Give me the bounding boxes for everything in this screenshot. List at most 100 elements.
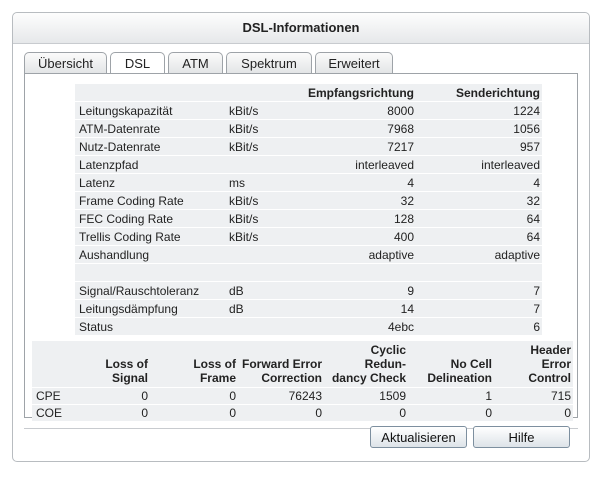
- error-column-header-line1: Cyclic Redun-: [364, 343, 406, 371]
- dsl-row-upstream: 6: [416, 317, 542, 336]
- tab-atm[interactable]: ATM: [168, 52, 223, 73]
- error-column-header-line2: Correction: [261, 371, 322, 385]
- dsl-row-label: Trellis Coding Rate: [75, 227, 225, 246]
- dsl-header-row: Empfangsrichtung Senderichtung: [75, 84, 542, 102]
- dsl-row-label: Aushandlung: [75, 245, 225, 264]
- error-column-header-line2: dancy Check: [331, 371, 406, 385]
- dsl-row-downstream: adaptive: [285, 245, 416, 264]
- error-column-header: Forward Error Correction: [238, 341, 324, 388]
- dsl-row-label: Signal/Rauschtoleranz: [75, 281, 225, 300]
- dsl-row-label: Frame Coding Rate: [75, 191, 225, 210]
- dsl-row-label: Latenzpfad: [75, 155, 225, 174]
- dsl-row-unit: dB: [225, 299, 285, 318]
- dsl-row: Frame Coding Rate kBit/s 32 32: [75, 191, 542, 210]
- dsl-row-unit: [225, 245, 285, 264]
- error-column-header: Header Error Control: [494, 341, 573, 388]
- error-column-header: Loss of Frame: [150, 341, 238, 388]
- dsl-row-upstream: interleaved: [416, 155, 542, 174]
- error-count: 1509: [324, 387, 408, 405]
- error-column-header-line1: Loss of: [105, 357, 148, 371]
- error-column-header-line1: Forward Error: [242, 357, 323, 371]
- error-count: 76243: [238, 387, 324, 405]
- dsl-row-upstream: 957: [416, 137, 542, 156]
- dsl-row-upstream: 1056: [416, 119, 542, 138]
- dsl-row: Leitungsdämpfung dB 14 7: [75, 299, 542, 318]
- panel-divider: [24, 428, 578, 429]
- error-column-header-line1: Header Error: [530, 343, 571, 371]
- dsl-row: Signal/Rauschtoleranz dB 9 7: [75, 281, 542, 300]
- error-count: 1: [408, 387, 494, 405]
- error-column-header: Cyclic Redun-dancy Check: [324, 341, 408, 388]
- error-row-label: CPE: [32, 387, 70, 405]
- dsl-row-label: Leitungsdämpfung: [75, 299, 225, 318]
- dsl-row: Status 4ebc 6: [75, 317, 542, 336]
- upstream-header: Senderichtung: [416, 84, 542, 102]
- dsl-row: Trellis Coding Rate kBit/s 400 64: [75, 227, 542, 246]
- dsl-row-label: [75, 263, 225, 282]
- dsl-row-downstream: 7217: [285, 137, 416, 156]
- dsl-row: Nutz-Datenrate kBit/s 7217 957: [75, 137, 542, 156]
- dsl-row-upstream: 1224: [416, 101, 542, 120]
- dsl-row-unit: kBit/s: [225, 191, 285, 210]
- dsl-row-unit: dB: [225, 281, 285, 300]
- error-row-coe: COE 0 0 0 0 0 0: [32, 404, 573, 421]
- error-row-label: COE: [32, 404, 70, 421]
- error-row-cpe: CPE 0 0 76243 1509 1 715: [32, 387, 573, 405]
- dsl-row-upstream: 64: [416, 227, 542, 246]
- dsl-row-upstream: 64: [416, 209, 542, 228]
- tab-erweitert[interactable]: Erweitert: [315, 52, 393, 73]
- dsl-row-label: ATM-Datenrate: [75, 119, 225, 138]
- dsl-row-label: FEC Coding Rate: [75, 209, 225, 228]
- error-count: 0: [150, 387, 238, 405]
- error-counters-table: Loss of Signal Loss of Frame Forward Error Co…: [32, 341, 573, 421]
- dsl-row-downstream: 128: [285, 209, 416, 228]
- dsl-row-upstream: 4: [416, 173, 542, 192]
- error-header-row: Loss of Signal Loss of Frame Forward Error Co…: [32, 341, 573, 388]
- dsl-row: Latenz ms 4 4: [75, 173, 542, 192]
- dsl-row-downstream: 4: [285, 173, 416, 192]
- dsl-row: Latenzpfad interleaved interleaved: [75, 155, 542, 174]
- dsl-row-upstream: 32: [416, 191, 542, 210]
- dsl-row-label: Nutz-Datenrate: [75, 137, 225, 156]
- error-column-header-line1: Loss of: [193, 357, 236, 371]
- dsl-row-label: Leitungskapazität: [75, 101, 225, 120]
- dsl-row-unit: kBit/s: [225, 101, 285, 120]
- dsl-row: Aushandlung adaptive adaptive: [75, 245, 542, 264]
- help-button[interactable]: Hilfe: [473, 426, 570, 448]
- dsl-row-upstream: adaptive: [416, 245, 542, 264]
- error-column-header-line2: Frame: [199, 371, 236, 385]
- error-count: 0: [408, 404, 494, 421]
- refresh-button[interactable]: Aktualisieren: [370, 426, 467, 448]
- error-count: 715: [494, 387, 573, 405]
- error-count: 0: [324, 404, 408, 421]
- error-count: 0: [150, 404, 238, 421]
- error-count: 0: [494, 404, 573, 421]
- error-column-header-line2: Control: [528, 371, 571, 385]
- dsl-row-downstream: 9: [285, 281, 416, 300]
- dsl-row-downstream: [285, 263, 416, 282]
- dsl-row: ATM-Datenrate kBit/s 7968 1056: [75, 119, 542, 138]
- dsl-row-downstream: 14: [285, 299, 416, 318]
- downstream-header: Empfangsrichtung: [285, 84, 416, 102]
- dsl-row-unit: kBit/s: [225, 137, 285, 156]
- dsl-row-downstream: 8000: [285, 101, 416, 120]
- error-count: 0: [70, 387, 150, 405]
- tab-dsl[interactable]: DSL: [110, 52, 165, 75]
- dsl-row-label: Latenz: [75, 173, 225, 192]
- dsl-row-downstream: 32: [285, 191, 416, 210]
- dsl-row-unit: [225, 155, 285, 174]
- dsl-row-downstream: 4ebc: [285, 317, 416, 336]
- tab-uebersicht[interactable]: Übersicht: [24, 52, 107, 73]
- dsl-parameters-table: Empfangsrichtung Senderichtung Leitungsk…: [75, 84, 542, 336]
- error-column-header-line1: No Cell: [450, 357, 492, 371]
- error-count: 0: [70, 404, 150, 421]
- dsl-row-label: Status: [75, 317, 225, 336]
- error-count: 0: [238, 404, 324, 421]
- tab-spektrum[interactable]: Spektrum: [226, 52, 312, 73]
- dsl-row-downstream: interleaved: [285, 155, 416, 174]
- error-column-header-line2: Delineation: [427, 371, 492, 385]
- dsl-row-upstream: 7: [416, 281, 542, 300]
- error-column-header: No Cell Delineation: [408, 341, 494, 388]
- error-column-header-line2: Signal: [111, 371, 148, 385]
- dsl-row: [75, 263, 542, 282]
